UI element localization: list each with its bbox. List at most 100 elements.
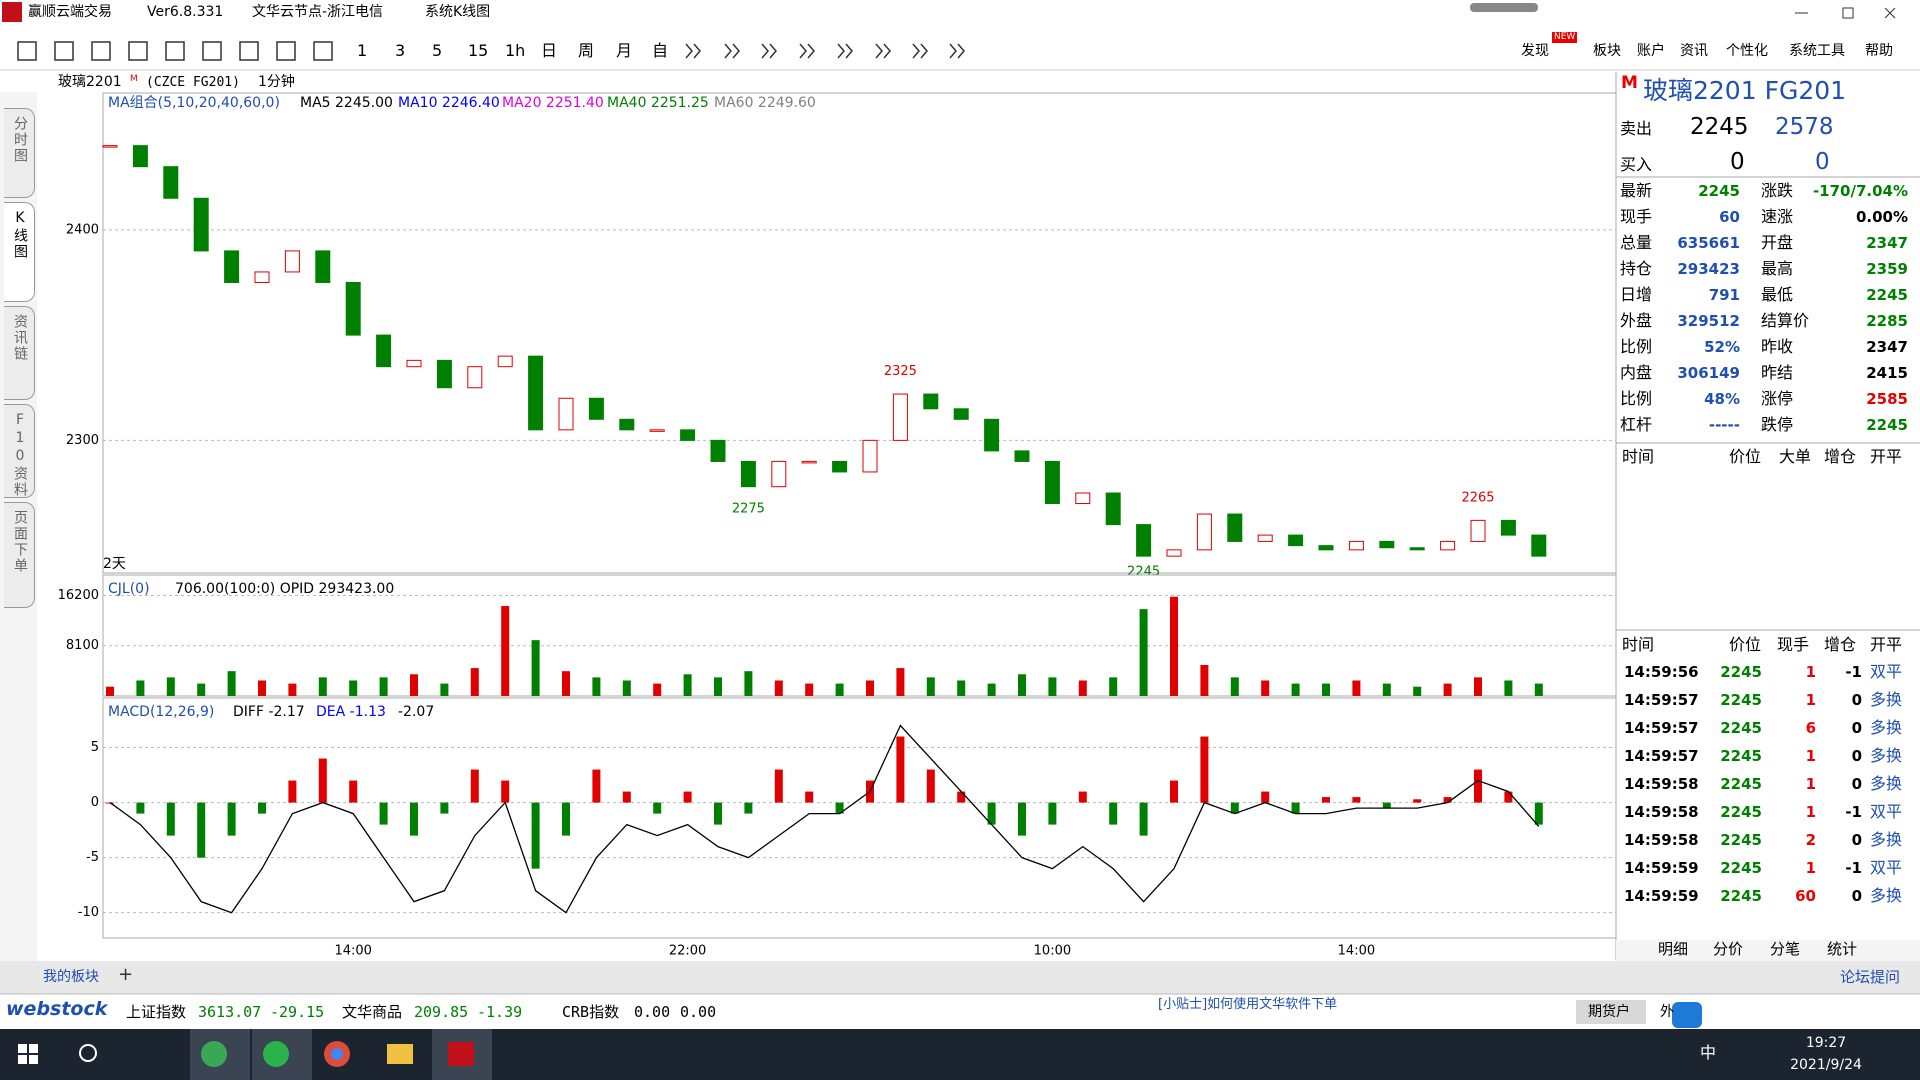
side-tab-label[interactable]: 资讯链 bbox=[12, 314, 28, 362]
ime[interactable]: 中 bbox=[1700, 1043, 1717, 1062]
candle-body bbox=[436, 359, 452, 389]
new-badge: NEW bbox=[1552, 32, 1578, 43]
toolbar-icon[interactable] bbox=[91, 41, 111, 61]
side-tab[interactable] bbox=[4, 502, 35, 608]
quote-label: 涨停 bbox=[1761, 389, 1794, 408]
toolbar-icon[interactable] bbox=[165, 41, 185, 61]
bar bbox=[592, 769, 601, 803]
toolbar-icon[interactable] bbox=[949, 43, 965, 59]
toolbar-icon[interactable] bbox=[912, 43, 928, 59]
period-button[interactable]: 月 bbox=[616, 41, 633, 60]
toolbar-icon[interactable] bbox=[837, 43, 853, 59]
quote-value: 2245 bbox=[1866, 416, 1908, 434]
toolbar-icon[interactable] bbox=[724, 43, 740, 59]
side-tab[interactable] bbox=[4, 108, 35, 198]
bar bbox=[410, 674, 418, 696]
trade-header: 开平 bbox=[1870, 635, 1903, 654]
quote-value: 2585 bbox=[1866, 390, 1908, 408]
y-tick-label: -5 bbox=[86, 850, 99, 865]
panel-tab[interactable]: 统计 bbox=[1827, 940, 1858, 958]
bar bbox=[683, 674, 692, 696]
period-button[interactable]: 1 bbox=[357, 41, 368, 60]
period-button[interactable]: 日 bbox=[541, 41, 558, 60]
period-button[interactable]: 1h bbox=[505, 41, 526, 60]
period-button[interactable]: 5 bbox=[432, 41, 443, 60]
bar bbox=[501, 606, 510, 696]
other-button[interactable]: 外 bbox=[1660, 1004, 1674, 1020]
bar bbox=[1352, 680, 1361, 696]
chart-header[interactable]: MA组合(5,10,20,40,60,0) bbox=[108, 95, 280, 111]
candle-body bbox=[376, 334, 392, 368]
period-button[interactable]: 3 bbox=[395, 41, 406, 60]
tick-header: 价位 bbox=[1729, 447, 1762, 466]
news-ticker[interactable]: [小贴士]如何使用文华软件下单 bbox=[1158, 997, 1338, 1010]
toolbar-icon[interactable] bbox=[17, 41, 37, 61]
toolbar-icon[interactable] bbox=[875, 43, 891, 59]
menu-item[interactable]: 帮助 bbox=[1865, 43, 1893, 59]
side-tab-label[interactable]: 分时图 bbox=[12, 116, 28, 164]
period-button[interactable]: 15 bbox=[468, 41, 489, 60]
toolbar-icon[interactable] bbox=[202, 41, 222, 61]
candle-body bbox=[315, 250, 331, 283]
side-tab[interactable] bbox=[4, 306, 35, 400]
index-item: CRB指数 bbox=[562, 1003, 620, 1021]
panel-tab[interactable]: 明细 bbox=[1658, 940, 1689, 958]
toolbar-icon[interactable] bbox=[685, 43, 701, 59]
menu-item[interactable]: 系统工具 bbox=[1789, 43, 1845, 59]
bar bbox=[1291, 802, 1300, 814]
account-button[interactable]: 期货户 bbox=[1588, 1004, 1630, 1020]
extreme-label: 2245 bbox=[1127, 565, 1160, 580]
bar bbox=[744, 802, 753, 814]
quote-label: 最新 bbox=[1620, 181, 1653, 200]
menu-item[interactable]: 账户 bbox=[1637, 43, 1665, 59]
candle-body bbox=[1500, 519, 1516, 536]
trade-type: 双平 bbox=[1870, 858, 1903, 877]
trade-type: 多换 bbox=[1870, 886, 1903, 905]
bar bbox=[1474, 677, 1482, 696]
menu-item[interactable]: 发现 bbox=[1521, 43, 1549, 59]
toolbar-icon[interactable] bbox=[761, 43, 777, 59]
bar bbox=[562, 802, 570, 836]
bar bbox=[1200, 664, 1209, 696]
bar bbox=[1170, 780, 1178, 803]
menu-item[interactable]: 板块 bbox=[1593, 43, 1621, 59]
period-button[interactable]: 自 bbox=[652, 41, 669, 60]
candle-body bbox=[1348, 540, 1364, 551]
forum-link[interactable]: 论坛提问 bbox=[1840, 968, 1901, 986]
toolbar-icon[interactable] bbox=[313, 41, 333, 61]
add-tab[interactable]: + bbox=[118, 964, 134, 985]
symbol-flag: M bbox=[130, 74, 138, 84]
side-tab[interactable] bbox=[4, 404, 35, 498]
toolbar-icon[interactable] bbox=[239, 41, 259, 61]
bar bbox=[318, 758, 327, 803]
candle-body bbox=[163, 166, 179, 199]
bar bbox=[440, 683, 449, 696]
menu-item[interactable]: 资讯 bbox=[1680, 43, 1708, 59]
bid-price: 0 bbox=[1730, 149, 1745, 175]
candle-body bbox=[1440, 540, 1456, 551]
panel-header[interactable]: CJL(0) bbox=[108, 581, 150, 597]
panel-tab[interactable]: 分价 bbox=[1713, 940, 1744, 958]
y-tick-label: 0 bbox=[91, 795, 99, 810]
side-tab-label[interactable]: F10资料 bbox=[12, 412, 28, 498]
side-tab-label[interactable]: 页面下单 bbox=[12, 510, 28, 574]
panel-header[interactable]: MACD(12,26,9) bbox=[108, 704, 215, 720]
side-tab[interactable] bbox=[4, 202, 35, 302]
bar bbox=[106, 686, 114, 696]
toolbar-icon[interactable] bbox=[276, 41, 296, 61]
bar bbox=[1382, 683, 1391, 696]
index-item: 文华商品 bbox=[342, 1003, 403, 1021]
side-tab-label[interactable]: K线图 bbox=[12, 210, 28, 260]
trade-oi: -1 bbox=[1845, 803, 1862, 821]
bar bbox=[1200, 736, 1209, 803]
toolbar-icon[interactable] bbox=[54, 41, 74, 61]
menu-item[interactable]: 个性化 bbox=[1726, 43, 1768, 59]
panel-tab[interactable]: 分笔 bbox=[1770, 940, 1801, 958]
period-button[interactable]: 周 bbox=[578, 41, 595, 60]
my-board-tab[interactable]: 我的板块 bbox=[43, 969, 99, 985]
toolbar-icon[interactable] bbox=[799, 43, 815, 59]
toolbar-icon[interactable] bbox=[128, 41, 148, 61]
trade-time: 14:59:56 bbox=[1624, 663, 1699, 681]
period-select[interactable]: 1分钟 bbox=[258, 74, 295, 90]
candle-body bbox=[832, 460, 848, 473]
